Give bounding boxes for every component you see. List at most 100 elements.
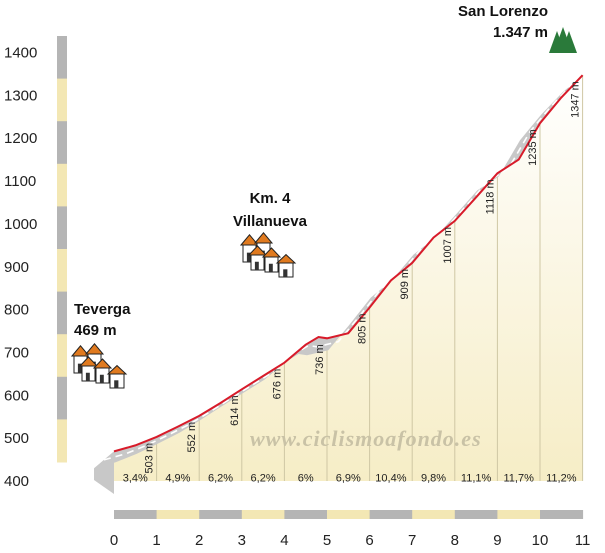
x-tick-label: 11 [575, 532, 591, 549]
house-roof [253, 232, 274, 244]
house-door [283, 269, 288, 277]
km-elevation-label: 552 m [186, 422, 198, 453]
y-tick-label: 900 [4, 259, 29, 276]
y-band-segment [57, 78, 67, 122]
x-tick-label: 10 [532, 532, 549, 549]
house-door [85, 372, 90, 381]
house-roof [239, 234, 260, 246]
km-elevation-label: 805 m [357, 313, 369, 344]
y-band-segment [57, 163, 67, 207]
y-axis-band [57, 36, 67, 463]
place-name: Km. 4 [250, 190, 292, 207]
y-tick-label: 500 [4, 430, 29, 447]
y-tick-label: 1300 [4, 87, 37, 104]
y-tick-label: 700 [4, 344, 29, 361]
km-elevation-label: 1007 m [442, 227, 454, 264]
y-band-segment [57, 291, 67, 335]
house-door [268, 263, 273, 272]
km-elevation-label: 503 m [144, 443, 156, 474]
x-axis-band [114, 510, 584, 519]
profile-area [114, 75, 583, 481]
gradient-label: 3,4% [123, 472, 148, 484]
x-tick-label: 7 [408, 532, 416, 549]
x-band-segment [369, 510, 413, 519]
y-band-segment [57, 249, 67, 293]
house-roof [78, 356, 99, 367]
x-tick-label: 2 [195, 532, 203, 549]
gradient-label: 10,4% [375, 472, 406, 484]
km-elevation-label: 614 m [229, 395, 241, 426]
y-band-segment [57, 36, 67, 80]
house-roof [70, 345, 91, 357]
y-band-segment [57, 376, 67, 420]
km-elevation-label: 1347 m [570, 81, 582, 118]
km-elevation-label: 1118 m [484, 179, 496, 214]
village-icon-villanueva [239, 232, 297, 278]
summit-tree-icon [549, 27, 577, 53]
y-tick-label: 800 [4, 302, 29, 319]
y-tick-label: 1400 [4, 45, 37, 62]
house-door [99, 374, 104, 383]
house-door [77, 363, 82, 373]
road-centerline [103, 83, 574, 461]
x-tick-label: 0 [110, 532, 118, 549]
place-subtitle: Villanueva [233, 213, 308, 230]
house-roof [261, 247, 282, 258]
watermark: www.ciclismoafondo.es [250, 426, 482, 451]
profile-fill [114, 75, 583, 481]
profile-line-path [113, 74, 584, 453]
house-roof [84, 343, 105, 355]
km-elevation-label: 909 m [399, 269, 411, 300]
km-gridlines [156, 75, 584, 481]
y-band-segment [57, 419, 67, 463]
gradient-label: 6% [298, 472, 314, 484]
km-elevation-labels: 503 m 552 m 614 m 676 m 736 m 805 m 909 m 1007 … [144, 81, 582, 473]
x-tick-label: 5 [323, 532, 331, 549]
x-band-segment [241, 510, 285, 519]
y-tick-label: 1200 [4, 130, 37, 147]
x-axis-tick-labels: 0 1 2 3 4 5 6 7 8 9 10 11 [110, 532, 591, 549]
y-band-segment [57, 206, 67, 250]
gradient-label: 11,7% [504, 472, 535, 484]
gradient-label: 6,2% [251, 472, 276, 484]
gradient-label: 11,2% [546, 472, 577, 484]
summit-tree [555, 27, 571, 49]
x-band-segment [327, 510, 371, 519]
house-door [246, 252, 251, 262]
km-elevation-label: 1235 m [527, 129, 539, 166]
gradient-label: 9,8% [421, 472, 446, 484]
x-tick-label: 6 [365, 532, 373, 549]
place-subtitle: 469 m [74, 322, 117, 339]
gradient-labels: 3,4% 4,9% 6,2% 6,2% 6% 6,9% 10,4% 9,8% 11,1% 11,7… [123, 472, 577, 484]
y-band-segment [57, 334, 67, 378]
place-name: San Lorenzo [458, 3, 548, 20]
place-subtitle: 1.347 m [493, 24, 548, 41]
x-tick-label: 4 [280, 532, 288, 549]
house-roof [247, 245, 268, 256]
y-tick-label: 1000 [4, 216, 37, 233]
x-band-segment [284, 510, 328, 519]
house-door [114, 380, 119, 388]
y-tick-label: 1100 [4, 173, 36, 190]
house-door [254, 261, 259, 270]
village-icon-teverga [70, 343, 128, 389]
x-tick-label: 9 [493, 532, 501, 549]
km-elevation-label: 676 m [271, 369, 283, 400]
y-tick-label: 400 [4, 473, 29, 490]
gradient-label: 4,9% [165, 472, 190, 484]
x-band-segment [156, 510, 200, 519]
house-roof [92, 358, 113, 369]
y-band-segment [57, 121, 67, 165]
x-band-segment [497, 510, 541, 519]
place-icons [70, 27, 577, 389]
road-band [94, 75, 583, 494]
place-labels: Teverga 469 m Km. 4 Villanueva San Lorenzo 1.… [74, 3, 548, 339]
y-axis-tick-labels: 400 500 600 700 800 900 1000 1100 1200 1300 1400 [4, 45, 37, 491]
x-band-segment [412, 510, 456, 519]
house-roof [106, 364, 128, 375]
x-band-segment [114, 510, 158, 519]
y-tick-label: 600 [4, 387, 29, 404]
x-tick-label: 8 [451, 532, 459, 549]
km-elevation-label: 736 m [314, 344, 326, 375]
